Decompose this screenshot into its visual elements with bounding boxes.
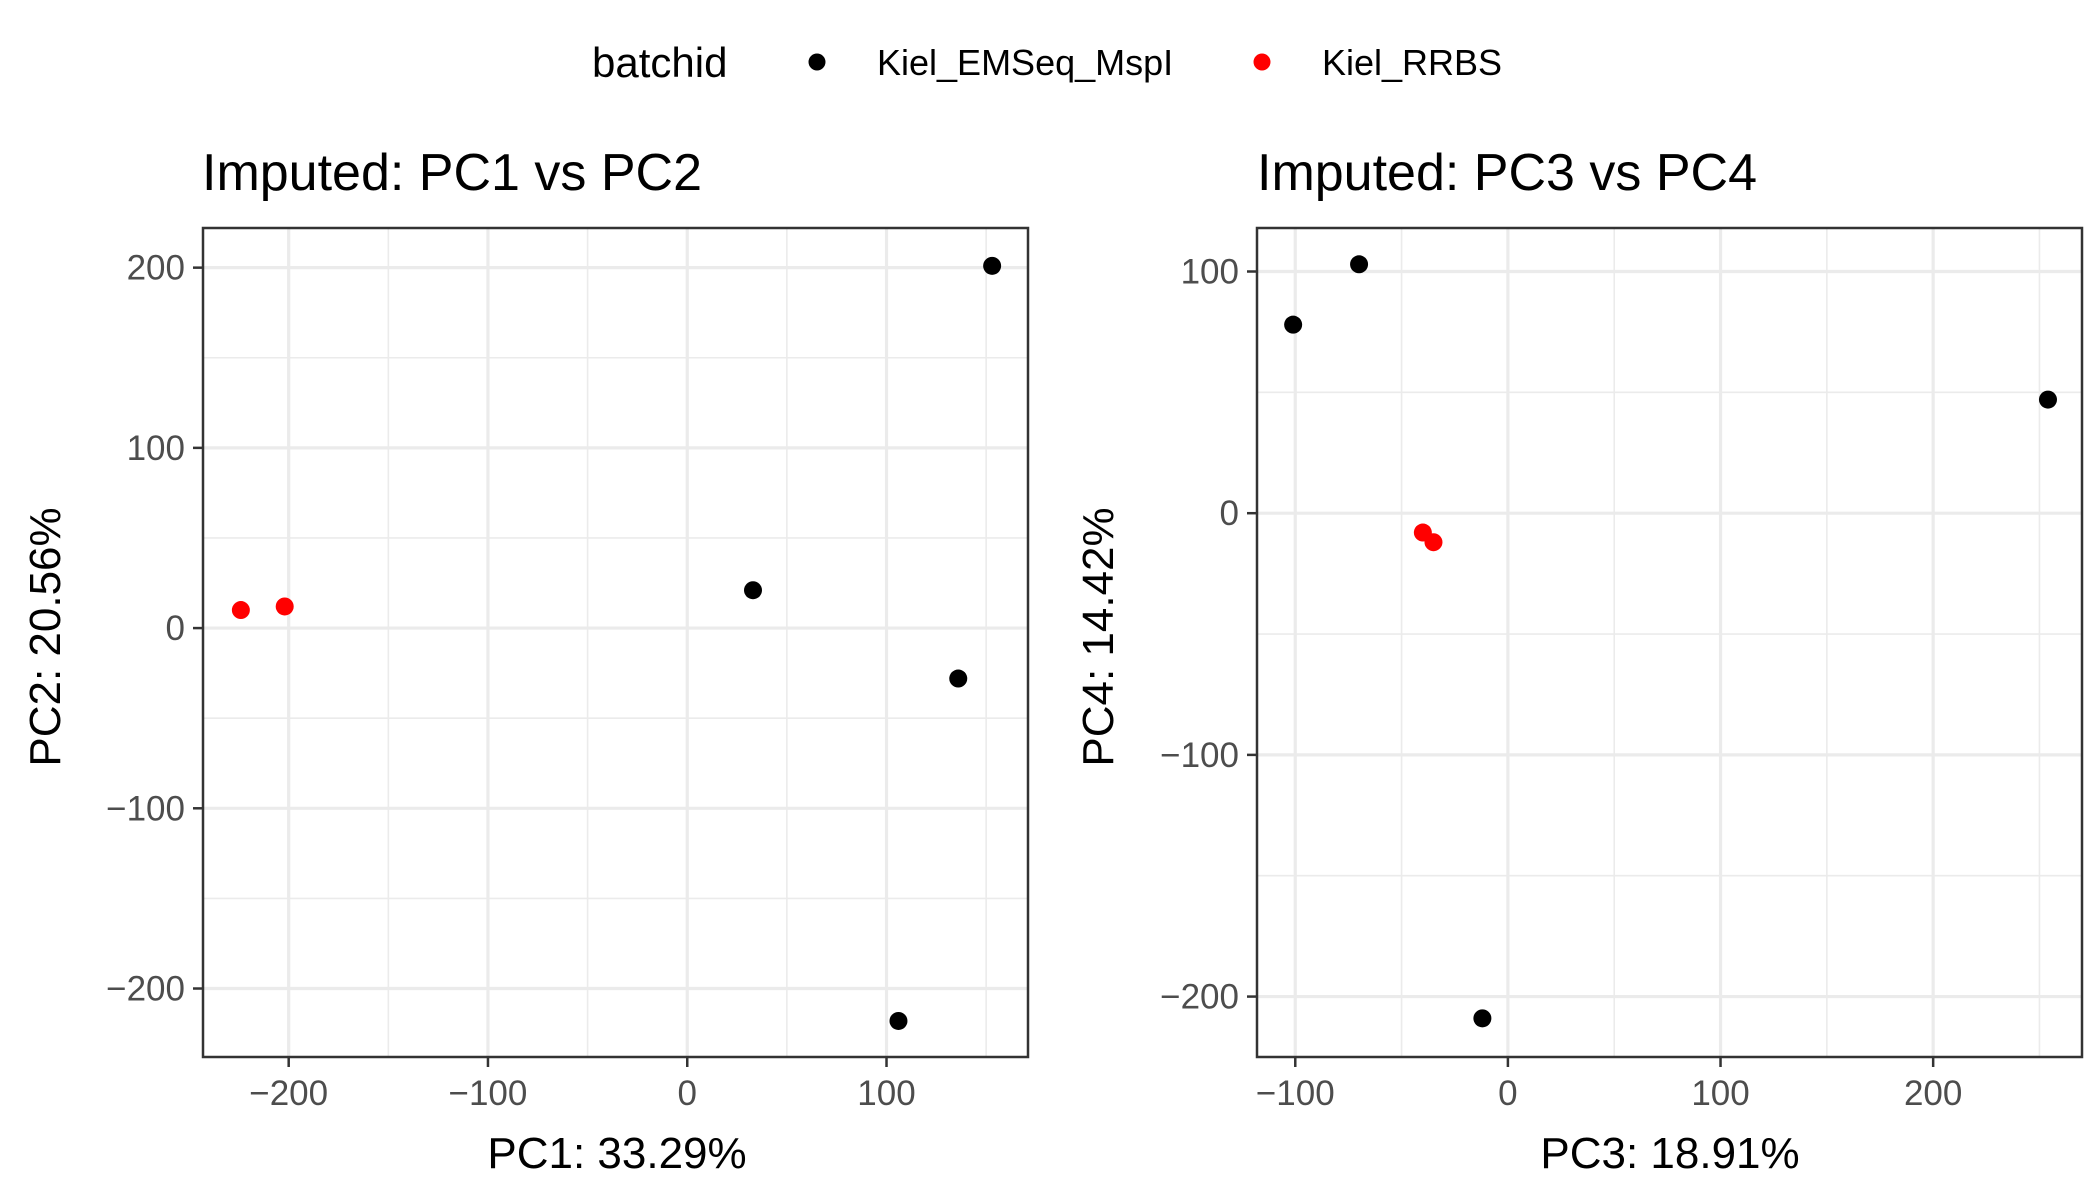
y-tick-label: 100 xyxy=(127,429,185,468)
data-point xyxy=(231,601,250,620)
plot-background xyxy=(203,228,1028,1057)
panel-1-plot: −200 −100 0 100 −200 −100 0 100 200 xyxy=(106,226,1030,1113)
x-tick-label: 0 xyxy=(678,1074,697,1113)
panel-2-y-axis-title: PC4: 14.42% xyxy=(1074,507,1123,766)
data-point xyxy=(2038,390,2057,409)
y-tick-label: −200 xyxy=(1160,978,1239,1017)
y-tick-label: 100 xyxy=(1181,253,1239,292)
x-tick-label: 0 xyxy=(1498,1074,1517,1113)
x-tick-label: −200 xyxy=(249,1074,328,1113)
legend-label-rrbs: Kiel_RRBS xyxy=(1322,42,1502,83)
y-tick-label: 0 xyxy=(1220,494,1239,533)
y-tick-label: −100 xyxy=(106,789,185,828)
panel-1-title: Imputed: PC1 vs PC2 xyxy=(202,144,702,202)
y-tick-label: −100 xyxy=(1160,736,1239,775)
legend-title: batchid xyxy=(592,39,727,86)
x-tick-label: 100 xyxy=(857,1074,915,1113)
legend-marker-rrbs xyxy=(1253,53,1271,71)
y-tick-label: −200 xyxy=(106,970,185,1009)
legend-marker-emseq xyxy=(808,53,826,71)
data-point xyxy=(1424,533,1443,552)
data-point xyxy=(1473,1009,1492,1028)
legend-label-emseq: Kiel_EMSeq_MspI xyxy=(877,42,1173,83)
x-tick-label: −100 xyxy=(449,1074,528,1113)
data-point xyxy=(1284,315,1303,334)
x-tick-label: 200 xyxy=(1904,1074,1962,1113)
panel-border xyxy=(201,226,1030,1059)
legend: batchid Kiel_EMSeq_MspI Kiel_RRBS xyxy=(592,39,1502,86)
x-tick-label: −100 xyxy=(1256,1074,1335,1113)
data-point xyxy=(1350,255,1369,274)
y-tick-label: 0 xyxy=(166,609,185,648)
data-point xyxy=(275,597,294,616)
plot-background xyxy=(1257,228,2082,1057)
panel-border xyxy=(1255,226,2084,1059)
y-tick-label: 200 xyxy=(127,249,185,288)
data-point xyxy=(744,581,762,600)
panel-2-x-axis-title: PC3: 18.91% xyxy=(1540,1129,1799,1178)
panel-1-y-axis-title: PC2: 20.56% xyxy=(21,507,70,766)
panel-2-plot: −100 0 100 200 −200 −100 0 100 xyxy=(1160,226,2084,1113)
panel-2-title: Imputed: PC3 vs PC4 xyxy=(1257,144,1757,202)
data-point xyxy=(983,256,1002,275)
x-tick-label: 100 xyxy=(1691,1074,1749,1113)
panel-pc3-pc4: Imputed: PC3 vs PC4 −100 0 100 200 −200 −100 0… xyxy=(1074,144,2084,1178)
data-point xyxy=(949,669,968,688)
panel-pc1-pc2: Imputed: PC1 vs PC2 −200 −100 0 100 −200 −100… xyxy=(21,144,1030,1178)
data-point xyxy=(889,1011,908,1030)
panel-1-x-axis-title: PC1: 33.29% xyxy=(487,1129,746,1178)
